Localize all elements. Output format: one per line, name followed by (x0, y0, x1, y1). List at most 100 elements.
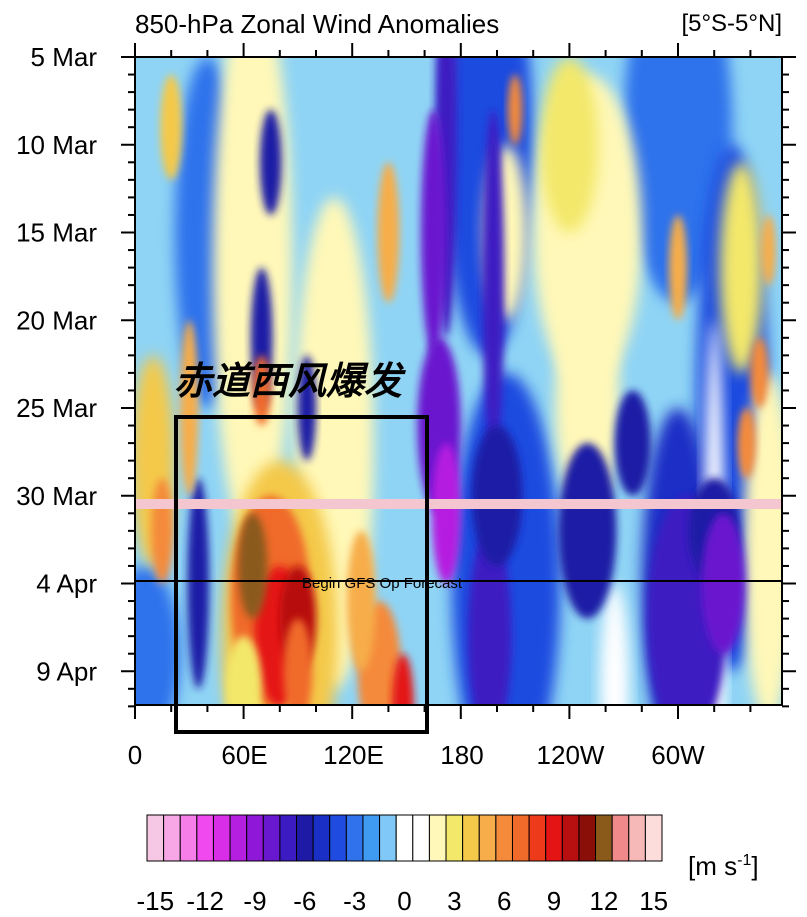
colorbar-swatch (345, 814, 364, 862)
colorbar-tick-label: -15 (137, 886, 175, 916)
colorbar-tick-label: -3 (343, 886, 366, 916)
anomaly-patch (297, 355, 317, 461)
colorbar-swatch (511, 814, 530, 862)
anomaly-patch (614, 390, 651, 496)
x-tick-label: 180 (440, 740, 483, 770)
colorbar: -15 -12 -9 -6 -3 0 3 6 9 12 15 (137, 814, 668, 916)
y-tick-label: 4 Apr (36, 569, 97, 599)
colorbar-swatch (179, 814, 198, 862)
anomaly-patch (431, 443, 461, 584)
colorbar-swatch (212, 814, 231, 862)
anomaly-patch (468, 530, 512, 705)
colorbar-swatch (279, 814, 298, 862)
colorbar-tick-label: 9 (547, 886, 561, 916)
colorbar-swatch (611, 814, 630, 862)
anomaly-patch (180, 320, 199, 496)
anomaly-patch (187, 478, 210, 689)
anomaly-patch (420, 109, 447, 356)
anomaly-patch (135, 565, 181, 705)
x-tick-label: 120E (323, 740, 384, 770)
colorbar-swatch (329, 814, 347, 862)
colorbar-swatch (362, 814, 381, 862)
colorbar-swatch (545, 814, 563, 862)
x-tick-label: 60W (651, 740, 705, 770)
x-tick-label: 60E (221, 740, 267, 770)
anomaly-patch (750, 337, 769, 408)
anomaly-patch (225, 636, 262, 705)
y-axis: 5 Mar 10 Mar 15 Mar 20 Mar 25 Mar 30 Mar 4 Apr… (16, 42, 796, 708)
plot-area: Begin GFS Op Forecast (135, 57, 782, 705)
colorbar-unit-exponent: -1 (737, 852, 751, 869)
colorbar-tick-label: 3 (447, 886, 461, 916)
y-tick-label: 9 Apr (36, 656, 97, 686)
colorbar-unit: [m s-1] (688, 851, 759, 881)
westerly-burst-box (174, 415, 429, 734)
colorbar-tick-label: 0 (397, 886, 411, 916)
colorbar-swatch (644, 814, 663, 862)
colorbar-swatch (196, 814, 214, 862)
anomaly-patch (540, 57, 599, 233)
y-tick-label: 5 Mar (31, 42, 98, 72)
anomaly-patch (252, 355, 271, 426)
anomaly-patch (737, 408, 756, 479)
colorbar-swatch (462, 814, 480, 862)
colorbar-swatch (262, 814, 281, 862)
colorbar-tick-label: -9 (243, 886, 266, 916)
colorbar-swatch (478, 814, 497, 862)
forecast-line-label: Begin GFS Op Forecast (302, 575, 463, 592)
colorbar-unit-close: ] (751, 851, 758, 881)
anomaly-field (135, 57, 782, 705)
anomaly-patch (259, 109, 282, 215)
westerly-burst-label: 赤道西风爆发 (174, 361, 406, 403)
anomaly-patch (600, 583, 630, 705)
anomaly-patch (283, 618, 313, 705)
anomaly-patch (160, 74, 183, 180)
anomaly-patch (761, 214, 776, 286)
colorbar-swatch (495, 814, 513, 862)
x-axis: 0 60E 120E 180 120W 60W (128, 43, 752, 770)
region-label: [5°S-5°N] (681, 10, 782, 37)
anomaly-patch (482, 109, 505, 461)
colorbar-swatch (379, 814, 397, 862)
colorbar-tick-label: 6 (497, 886, 511, 916)
anomaly-patch (151, 478, 174, 584)
anomaly-patch (558, 443, 617, 619)
y-tick-label: 20 Mar (16, 305, 97, 335)
colorbar-swatch (412, 814, 430, 862)
colorbar-swatch (246, 814, 264, 862)
colorbar-swatch (296, 814, 314, 862)
y-tick-label: 15 Mar (16, 218, 97, 248)
plot-frame (134, 56, 783, 706)
anomaly-patch (377, 162, 400, 303)
chart-title: 850-hPa Zonal Wind Anomalies (135, 9, 499, 39)
colorbar-swatch (445, 814, 464, 862)
anomaly-patch (719, 162, 764, 373)
anomaly-patch (346, 530, 376, 672)
y-tick-label: 25 Mar (16, 393, 97, 423)
colorbar-swatch (395, 814, 414, 862)
colorbar-swatch (528, 814, 547, 862)
colorbar-swatch (561, 814, 580, 862)
colorbar-swatch (595, 814, 613, 862)
anomaly-patch (701, 513, 745, 654)
y-tick-label: 10 Mar (16, 130, 97, 160)
colorbar-swatch (229, 814, 248, 862)
colorbar-tick-label: -12 (186, 886, 224, 916)
anomaly-patch (238, 513, 268, 619)
colorbar-swatch (428, 814, 447, 862)
colorbar-tick-label: 15 (639, 886, 668, 916)
colorbar-swatch (163, 814, 181, 862)
colorbar-swatch (312, 814, 331, 862)
x-tick-label: 0 (128, 740, 142, 770)
colorbar-swatch (628, 814, 646, 862)
anomaly-patch (668, 214, 688, 321)
y-tick-label: 30 Mar (16, 481, 97, 511)
anomaly-patch (507, 74, 523, 145)
anomaly-patch (392, 653, 414, 705)
colorbar-tick-label: -6 (293, 886, 316, 916)
colorbar-tick-label: 12 (589, 886, 618, 916)
anomaly-patch (471, 425, 523, 566)
colorbar-swatch (146, 814, 165, 862)
x-tick-label: 120W (537, 740, 605, 770)
